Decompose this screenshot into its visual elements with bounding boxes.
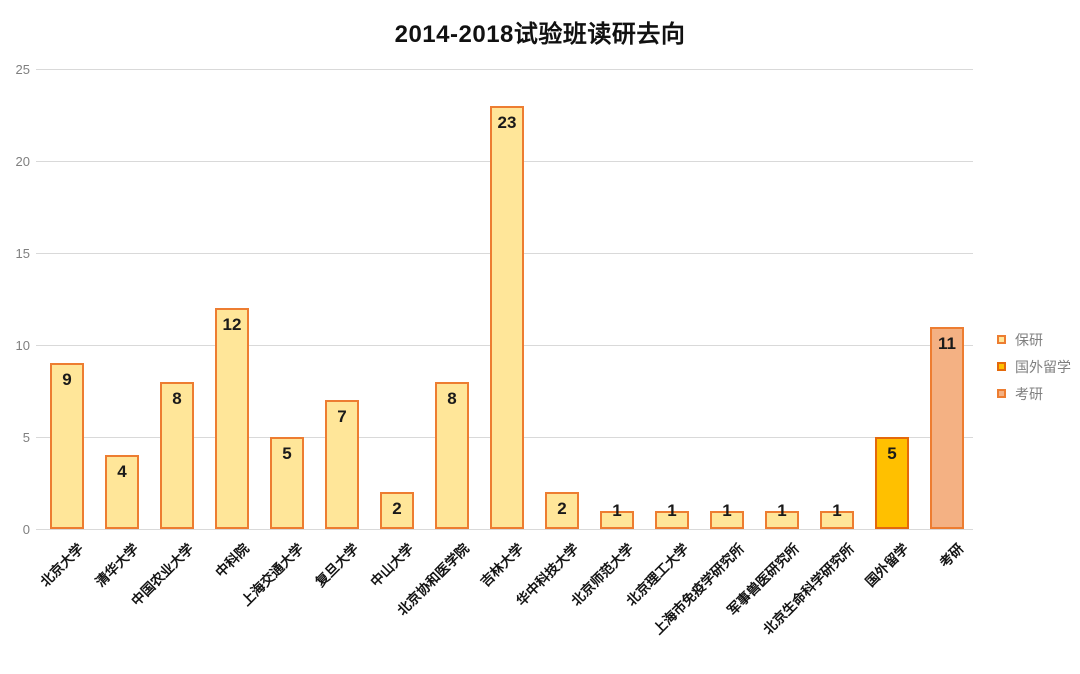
bar-value-label: 2: [557, 499, 567, 519]
legend-label: 国外留学: [1015, 358, 1071, 375]
bar: 1: [710, 501, 744, 529]
bar: 12: [215, 308, 249, 529]
bar-value-label: 8: [447, 388, 457, 408]
x-axis-label: 国外留学: [862, 540, 912, 590]
x-axis-label: 考研: [936, 540, 967, 571]
x-axis-label: 复旦大学: [312, 540, 362, 590]
bar: 1: [600, 501, 634, 529]
bar: 1: [820, 501, 854, 529]
bar: 8: [435, 381, 469, 529]
legend-swatch: [997, 389, 1006, 398]
gridline: [36, 529, 973, 530]
legend-label: 保研: [1015, 331, 1043, 348]
bar-value-label: 5: [282, 444, 292, 463]
bar-value-label: 4: [117, 462, 127, 482]
y-axis-tick-label: 0: [22, 522, 30, 537]
bar-value-label: 2: [392, 499, 402, 519]
legend: 保研 国外留学 考研: [997, 326, 1071, 407]
bar: 8: [160, 381, 194, 529]
bar: 1: [655, 501, 689, 529]
x-axis-label: 北京大学: [37, 540, 87, 590]
bar-value-label: 8: [172, 388, 182, 408]
x-axis-label: 清华大学: [92, 540, 142, 590]
bar: 4: [105, 455, 139, 529]
y-axis-tick-label: 10: [15, 338, 30, 353]
bar: 11: [930, 326, 964, 529]
bar: 9: [50, 363, 84, 529]
bar: 5: [875, 437, 909, 529]
bar-value-label: 1: [722, 500, 732, 520]
bar-value-label: 1: [832, 500, 842, 520]
x-axis-label: 中山大学: [367, 540, 417, 590]
bar: 2: [380, 492, 414, 529]
bar: 5: [270, 437, 304, 529]
legend-item: 考研: [997, 380, 1071, 407]
y-axis-tick-label: 25: [15, 62, 30, 77]
bar-value-label: 7: [337, 407, 347, 427]
bar-value-label: 1: [612, 500, 622, 520]
y-axis-tick-label: 20: [15, 154, 30, 169]
x-axis-label: 中科院: [212, 540, 252, 581]
legend-swatch: [997, 335, 1006, 344]
bar: 1: [765, 501, 799, 529]
x-axis-label: 吉林大学: [477, 540, 527, 590]
chart-title: 2014-2018试验班读研去向: [394, 21, 686, 48]
bar-value-label: 1: [667, 500, 677, 520]
gridline: [36, 69, 973, 70]
bar: 7: [325, 400, 359, 529]
bar-value-label: 1: [777, 500, 787, 520]
legend-label: 考研: [1015, 385, 1043, 402]
bar: 2: [545, 492, 579, 529]
bar: 23: [490, 105, 524, 529]
y-axis-tick-label: 5: [22, 430, 30, 445]
bar-value-label: 11: [938, 333, 956, 353]
bar-value-label: 23: [497, 112, 517, 132]
legend-swatch: [997, 362, 1006, 371]
y-axis-tick-label: 15: [15, 246, 30, 261]
bar-value-label: 12: [222, 315, 242, 335]
legend-item: 国外留学: [997, 353, 1071, 380]
bar-value-label: 9: [62, 370, 72, 390]
legend-item: 保研: [997, 326, 1071, 353]
bar-value-label: 5: [887, 444, 897, 463]
